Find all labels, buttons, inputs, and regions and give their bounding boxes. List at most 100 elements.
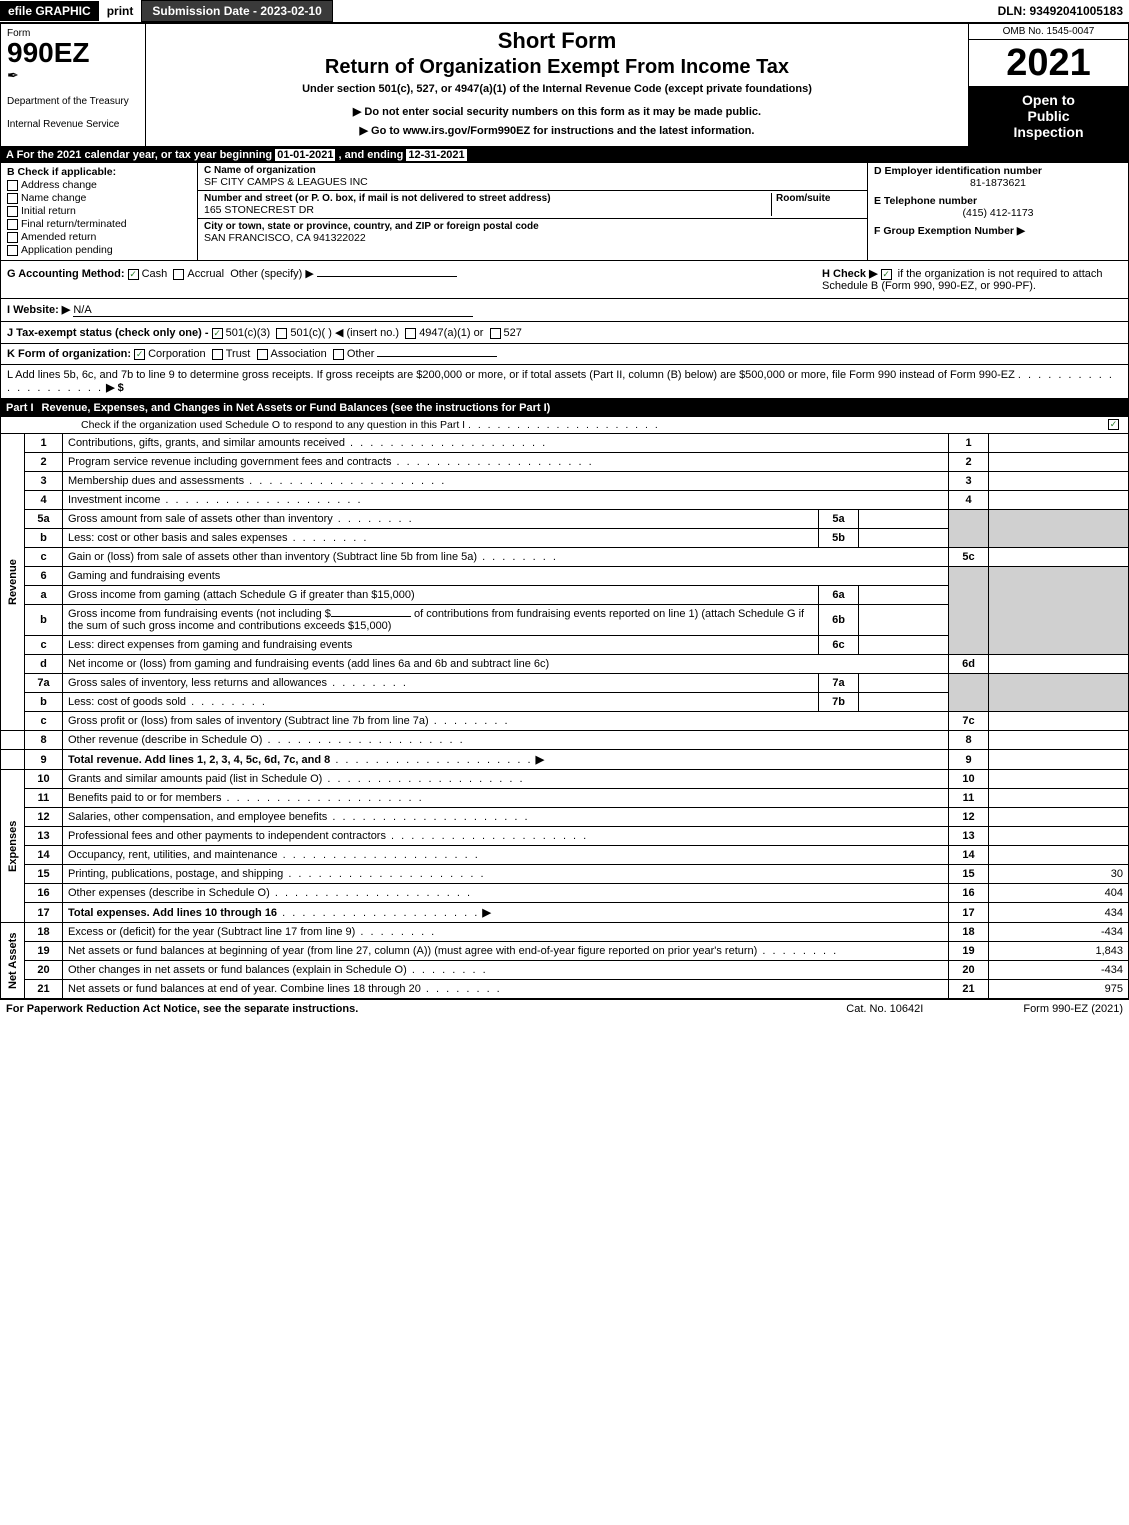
group-exemption-label: F Group Exemption Number ▶	[874, 225, 1122, 237]
line-17: 17 Total expenses. Add lines 10 through …	[1, 903, 1129, 923]
chk-trust[interactable]	[212, 349, 223, 360]
line-4-val	[989, 491, 1129, 510]
chk-application-pending[interactable]	[7, 245, 18, 256]
chk-name-change[interactable]	[7, 193, 18, 204]
line-14-val	[989, 846, 1129, 865]
line-18-rn: 18	[949, 923, 989, 942]
other-org-input[interactable]	[377, 356, 497, 357]
line-5a-sv	[859, 510, 949, 529]
city: SAN FRANCISCO, CA 941322022	[204, 232, 861, 244]
print-link[interactable]: print	[99, 1, 142, 21]
line-10-rn: 10	[949, 770, 989, 789]
row-l-text: L Add lines 5b, 6c, and 7b to line 9 to …	[7, 369, 1015, 381]
line-6b-num: b	[25, 605, 63, 636]
chk-501c[interactable]	[276, 328, 287, 339]
line-19-num: 19	[25, 942, 63, 961]
chk-accrual[interactable]	[173, 269, 184, 280]
col-d: D Employer identification number 81-1873…	[868, 163, 1128, 260]
tax-exempt-label: J Tax-exempt status (check only one) -	[7, 327, 209, 339]
line-8: 8 Other revenue (describe in Schedule O)…	[1, 731, 1129, 750]
line-9-num: 9	[25, 750, 63, 770]
row-l-arrow: ▶ $	[106, 382, 124, 394]
line-21: 21 Net assets or fund balances at end of…	[1, 980, 1129, 999]
chk-association[interactable]	[257, 349, 268, 360]
line-12-num: 12	[25, 808, 63, 827]
tel-label: E Telephone number	[874, 195, 1122, 207]
line-12: 12 Salaries, other compensation, and emp…	[1, 808, 1129, 827]
open-line2: Public	[971, 108, 1126, 124]
chk-other-org[interactable]	[333, 349, 344, 360]
line-6-desc: Gaming and fundraising events	[63, 567, 949, 586]
line-17-desc: Total expenses. Add lines 10 through 16	[68, 907, 277, 919]
line-2: 2 Program service revenue including gove…	[1, 453, 1129, 472]
return-title: Return of Organization Exempt From Incom…	[154, 56, 960, 79]
line-4-desc: Investment income	[68, 494, 160, 506]
line-9-arrow: ▶	[536, 754, 544, 766]
row-i: I Website: ▶ N/A	[0, 299, 1129, 322]
line-17-num: 17	[25, 903, 63, 923]
header-left: Form 990EZ ✒ Department of the Treasury …	[1, 24, 146, 146]
line-19-val: 1,843	[989, 942, 1129, 961]
row-k: K Form of organization: Corporation Trus…	[0, 344, 1129, 365]
chk-cash-label: Cash	[142, 268, 168, 280]
chk-527[interactable]	[490, 328, 501, 339]
chk-association-label: Association	[271, 348, 327, 360]
part-1-header: Part I Revenue, Expenses, and Changes in…	[0, 399, 1129, 417]
line-1-num: 1	[25, 434, 63, 453]
line-6d-desc: Net income or (loss) from gaming and fun…	[63, 655, 949, 674]
line-16-desc: Other expenses (describe in Schedule O)	[68, 887, 270, 899]
line-4-num: 4	[25, 491, 63, 510]
chk-final-return[interactable]	[7, 219, 18, 230]
line-3-desc: Membership dues and assessments	[68, 475, 244, 487]
line-7a-sb: 7a	[819, 674, 859, 693]
line-7c-val	[989, 712, 1129, 731]
line-1-rn: 1	[949, 434, 989, 453]
chk-accrual-label: Accrual	[187, 268, 224, 280]
line-18-num: 18	[25, 923, 63, 942]
line-6c-num: c	[25, 636, 63, 655]
chk-schedule-o[interactable]	[1108, 419, 1119, 430]
chk-cash[interactable]	[128, 269, 139, 280]
line-9: 9 Total revenue. Add lines 1, 2, 3, 4, 5…	[1, 750, 1129, 770]
chk-amended-return[interactable]	[7, 232, 18, 243]
line-14: 14 Occupancy, rent, utilities, and maint…	[1, 846, 1129, 865]
chk-501c3[interactable]	[212, 328, 223, 339]
line-6b-sb: 6b	[819, 605, 859, 636]
do-not-note: ▶ Do not enter social security numbers o…	[154, 105, 960, 118]
other-specify-input[interactable]	[317, 276, 457, 277]
line-9-val	[989, 750, 1129, 770]
line-15-val: 30	[989, 865, 1129, 884]
chk-corporation[interactable]	[134, 349, 145, 360]
line-21-num: 21	[25, 980, 63, 999]
line-13-rn: 13	[949, 827, 989, 846]
open-line3: Inspection	[971, 124, 1126, 140]
short-form-title: Short Form	[154, 28, 960, 54]
line-16-rn: 16	[949, 884, 989, 903]
block-bcd: B Check if applicable: Address change Na…	[0, 163, 1129, 261]
line-16-val: 404	[989, 884, 1129, 903]
line-21-rn: 21	[949, 980, 989, 999]
accounting-method-label: G Accounting Method:	[7, 268, 125, 280]
go-to-link[interactable]: ▶ Go to www.irs.gov/Form990EZ for instru…	[154, 124, 960, 137]
chk-4947[interactable]	[405, 328, 416, 339]
line-20-val: -434	[989, 961, 1129, 980]
top-bar: efile GRAPHIC print Submission Date - 20…	[0, 0, 1129, 23]
line-5c: c Gain or (loss) from sale of assets oth…	[1, 548, 1129, 567]
section-a-mid: , and ending	[339, 149, 407, 161]
chk-address-change[interactable]	[7, 180, 18, 191]
form-header: Form 990EZ ✒ Department of the Treasury …	[0, 23, 1129, 147]
line-5a: 5a Gross amount from sale of assets othe…	[1, 510, 1129, 529]
line-13-val	[989, 827, 1129, 846]
line-13: 13 Professional fees and other payments …	[1, 827, 1129, 846]
line-16: 16 Other expenses (describe in Schedule …	[1, 884, 1129, 903]
chk-amended-return-label: Amended return	[21, 231, 96, 243]
chk-schedule-b[interactable]	[881, 269, 892, 280]
line-20-rn: 20	[949, 961, 989, 980]
header-center: Short Form Return of Organization Exempt…	[146, 24, 968, 146]
form-number: 990EZ	[7, 39, 139, 67]
line-5a-desc: Gross amount from sale of assets other t…	[68, 513, 333, 525]
line-5c-desc: Gain or (loss) from sale of assets other…	[68, 551, 477, 563]
chk-initial-return[interactable]	[7, 206, 18, 217]
chk-other-org-label: Other	[347, 348, 375, 360]
row-g: G Accounting Method: Cash Accrual Other …	[0, 261, 1129, 299]
